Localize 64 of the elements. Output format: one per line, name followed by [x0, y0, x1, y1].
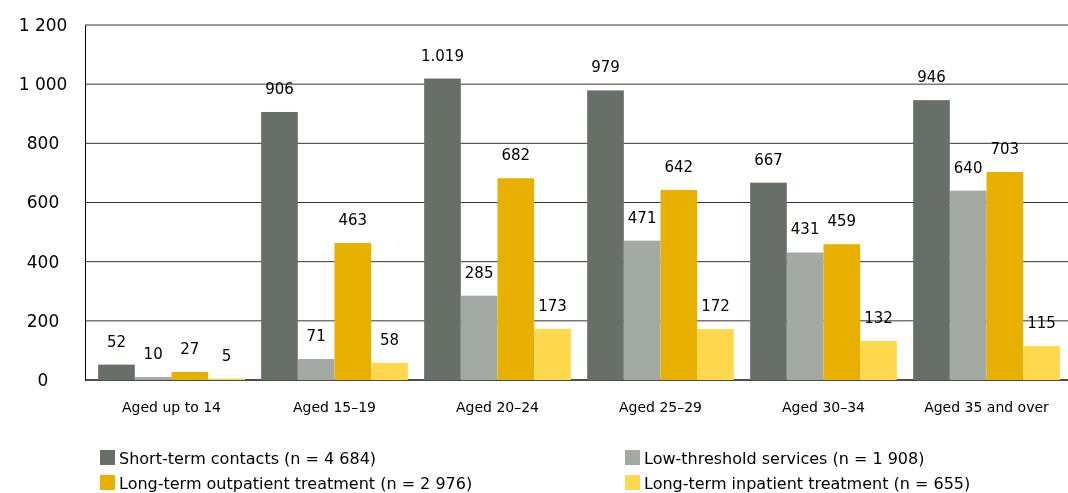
y-tick-label: 400 [26, 251, 60, 272]
legend-label: Low-threshold services (n = 1 908) [644, 449, 925, 468]
data-label: 1.019 [421, 46, 464, 65]
data-label: 667 [754, 150, 783, 169]
bar [786, 252, 824, 380]
data-label: 52 [106, 332, 127, 351]
bar [171, 372, 209, 380]
x-tick-label: Aged 30–34 [781, 398, 866, 415]
data-label: 431 [790, 220, 820, 239]
bar [98, 364, 135, 380]
data-label: 703 [990, 140, 1020, 159]
data-label: 640 [953, 158, 983, 177]
y-tick-label: 0 [37, 369, 49, 390]
data-label: 10 [143, 345, 163, 364]
data-label: 642 [664, 158, 694, 177]
data-label: 946 [917, 68, 946, 87]
data-label: 132 [864, 308, 893, 327]
bar [424, 78, 461, 380]
data-label: 682 [501, 146, 531, 165]
bar [750, 182, 787, 380]
data-label: 471 [627, 208, 657, 227]
bar [986, 172, 1024, 380]
bar [261, 111, 298, 380]
bar [334, 243, 372, 380]
y-tick-label: 600 [26, 192, 60, 213]
y-tick-label: 1 200 [18, 14, 68, 35]
y-tick-label: 800 [26, 133, 60, 154]
y-tick-label: 200 [26, 310, 60, 331]
data-label: 27 [180, 340, 200, 359]
bar [497, 178, 535, 380]
bar [534, 328, 571, 380]
data-label: 979 [591, 58, 620, 77]
bar [460, 295, 498, 380]
x-tick-label: Aged 35 and over [924, 398, 1050, 415]
bar [949, 190, 987, 380]
data-label: 5 [221, 346, 232, 365]
bar [297, 359, 335, 380]
data-label: 58 [379, 330, 400, 349]
data-label: 173 [538, 296, 567, 315]
bar [913, 100, 950, 380]
bar [134, 377, 172, 380]
data-label: 459 [827, 212, 857, 231]
bar [623, 240, 661, 380]
legend-label: Long-term outpatient treatment (n = 2 976) [119, 474, 473, 493]
bar [1023, 345, 1060, 380]
legend-label: Short-term contacts (n = 4 684) [119, 449, 377, 468]
bar [660, 190, 698, 380]
data-label: 463 [338, 211, 368, 230]
data-label: 71 [306, 327, 326, 345]
bar [587, 90, 624, 380]
bar [697, 329, 734, 380]
x-tick-label: Aged 25–29 [618, 398, 703, 415]
data-label: 285 [464, 263, 494, 282]
legend-label: Long-term inpatient treatment (n = 655) [644, 474, 971, 493]
data-label: 906 [265, 79, 294, 98]
bar [371, 362, 408, 380]
x-tick-label: Aged up to 14 [122, 398, 222, 415]
x-tick-label: Aged 15–19 [292, 398, 377, 415]
bar [860, 340, 897, 380]
data-label: 172 [701, 297, 730, 316]
data-label: 115 [1027, 313, 1056, 332]
bar [823, 244, 861, 380]
x-tick-label: Aged 20–24 [455, 398, 540, 415]
y-tick-label: 1 000 [18, 74, 68, 95]
